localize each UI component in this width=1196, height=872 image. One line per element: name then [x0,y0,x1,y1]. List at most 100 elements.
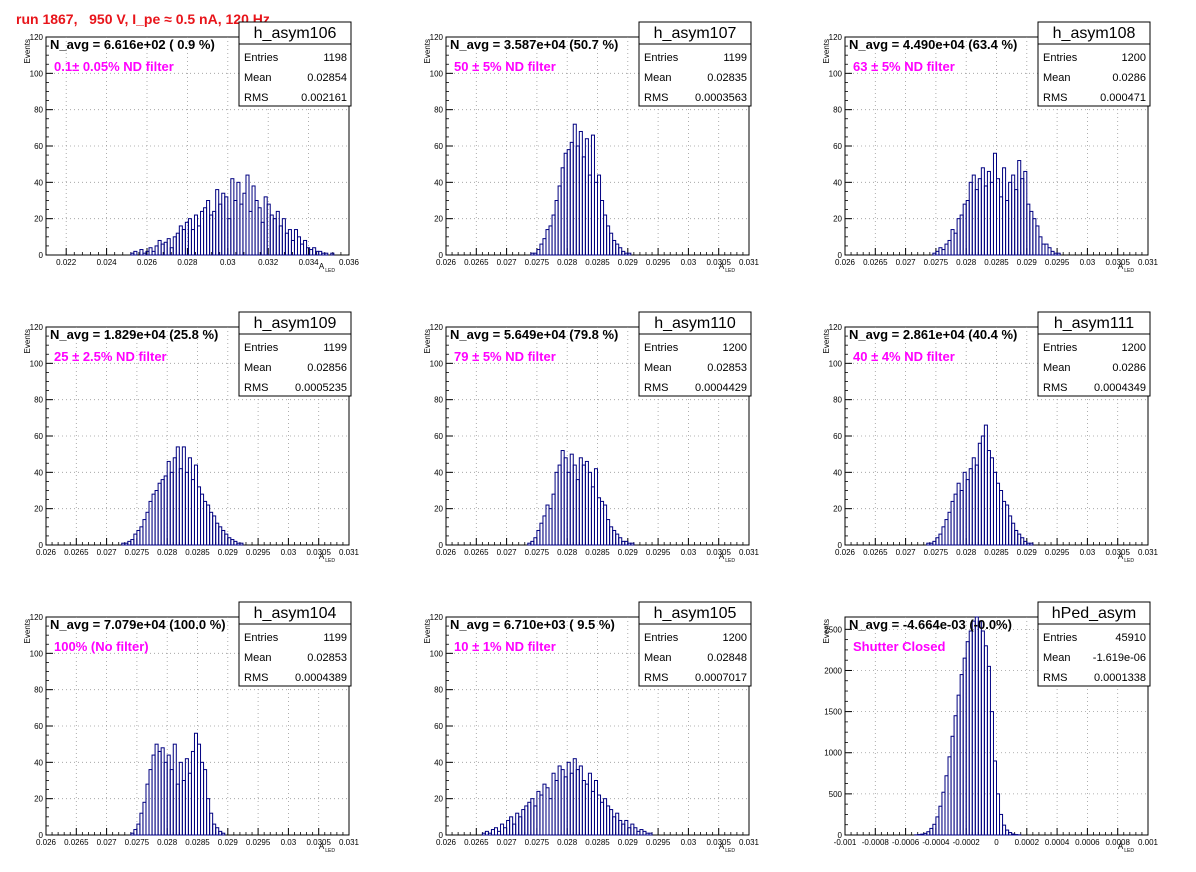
stats-title: h_asym108 [1053,25,1136,42]
y-tick-label: 20 [434,505,443,514]
y-tick-label: 80 [34,396,43,405]
stats-value: 0.0004349 [1094,382,1146,394]
y-tick-label: 120 [430,33,444,42]
y-tick-label: 40 [833,468,842,477]
x-axis-label-sub: LED [725,558,735,564]
x-tick-label: 0.028 [557,258,578,267]
x-tick-label: 0.0285 [185,838,210,847]
x-tick-label: 0.029 [618,838,639,847]
y-tick-label: 0 [39,541,44,550]
n-avg-label: N_avg = 1.829e+04 (25.8 %) [50,327,218,342]
x-tick-label: 0.026 [36,548,57,557]
x-tick-label: 0.0305 [706,838,731,847]
stats-key: Entries [1043,52,1078,64]
stats-value: 0.0005235 [295,382,347,394]
x-tick-label: 0.0275 [924,548,949,557]
y-tick-label: 120 [30,323,44,332]
stats-key: Entries [244,632,279,644]
y-tick-label: 0 [439,831,444,840]
stats-key: RMS [244,382,268,394]
stats-value: 1198 [323,52,347,64]
n-avg-label: N_avg = 2.861e+04 (40.4 %) [849,327,1017,342]
panel-h_asym109: 0.026 0.0265 0.027 0.0275 0.028 0.0285 0.029 0.… [23,311,360,564]
stats-key: Entries [244,52,279,64]
stats-key: Mean [1043,362,1071,374]
y-tick-label: 2000 [824,666,842,675]
y-axis-label: Events [23,39,32,63]
histogram-bars [914,616,1022,836]
x-tick-label: 0.0275 [924,258,949,267]
histogram-bin [330,252,335,256]
panel-h_asym110: 0.026 0.0265 0.027 0.0275 0.028 0.0285 0.029 0.… [423,311,760,564]
panel-h_asym105: 0.026 0.0265 0.027 0.0275 0.028 0.0285 0.029 0.… [423,601,760,854]
y-tick-label: 0 [439,251,444,260]
y-tick-label: 100 [829,69,843,78]
x-tick-label: 0.03 [681,838,697,847]
stats-key: Entries [1043,342,1078,354]
x-tick-label: 0.0006 [1075,838,1100,847]
y-tick-label: 20 [833,215,842,224]
x-tick-label: 0.0295 [1045,258,1070,267]
x-tick-label: 0.024 [97,258,118,267]
stats-value: 0.02835 [707,72,747,84]
stats-body-box [1037,43,1151,107]
histogram-bin [648,832,653,836]
x-tick-label: 0.0305 [306,548,331,557]
histogram-bin [324,252,329,256]
histogram-bars [121,446,244,546]
stats-body-box [238,623,352,687]
stats-value: 1200 [1122,342,1146,354]
y-axis-label: Events [423,39,432,63]
y-tick-label: 80 [434,106,443,115]
y-tick-label: 60 [34,722,43,731]
x-tick-label: 0.032 [258,258,279,267]
x-tick-label: 0.028 [557,548,578,557]
y-axis-label: Events [423,619,432,643]
x-tick-label: 0.027 [497,548,518,557]
panel-h_asym106: 0.022 0.024 0.026 0.028 0.03 0.032 0.034 0.036 0… [23,21,360,274]
x-tick-label: 0.0275 [525,838,550,847]
x-tick-label: 0.0285 [984,258,1009,267]
stats-value: -1.619e-06 [1093,652,1146,664]
y-tick-label: 100 [430,69,444,78]
y-tick-label: 0 [838,831,843,840]
stats-key: Mean [244,362,272,374]
x-tick-label: 0.03 [1080,258,1096,267]
n-avg-label: N_avg = 7.079e+04 (100.0 %) [50,617,226,632]
y-tick-label: 40 [833,178,842,187]
panel-h_asym108: 0.026 0.0265 0.027 0.0275 0.028 0.0285 0.029 0.… [822,21,1159,274]
panel-hPed_asym: -0.001 -0.0008 -0.0006 -0.0004 -0.0002 0 0.000… [822,601,1159,854]
n-avg-label: N_avg = 3.587e+04 (50.7 %) [450,37,618,52]
x-tick-label: 0.001 [1138,838,1159,847]
y-tick-label: 100 [829,359,843,368]
stats-value: 1200 [1122,52,1146,64]
stats-key: RMS [244,92,268,104]
x-tick-label: 0.03 [681,258,697,267]
stats-key: Entries [1043,632,1078,644]
x-axis-label-sub: LED [1124,848,1134,854]
x-tick-label: 0.03 [220,258,236,267]
stats-title: h_asym107 [654,25,737,42]
n-avg-label: N_avg = 5.649e+04 (79.8 %) [450,327,618,342]
x-tick-label: 0.031 [739,548,760,557]
filter-label: 50 ± 5% ND filter [454,59,556,74]
y-tick-label: 1500 [824,708,842,717]
y-tick-label: 20 [34,505,43,514]
x-tick-label: 0.027 [97,548,118,557]
x-tick-label: 0.0295 [646,838,671,847]
x-tick-label: 0.0305 [1105,548,1130,557]
x-tick-label: 0.028 [157,548,178,557]
stats-title: h_asym106 [254,25,337,42]
stats-value: 0.0004389 [295,672,347,684]
filter-label: 100% (No filter) [54,639,149,654]
x-tick-label: 0.022 [56,258,77,267]
histogram-bin [166,238,171,256]
y-tick-label: 40 [34,178,43,187]
histogram-bars [481,758,653,836]
y-tick-label: 80 [34,686,43,695]
x-tick-label: 0 [994,838,999,847]
stats-key: Entries [644,342,679,354]
x-axis-label-sub: LED [325,268,335,274]
x-tick-label: 0.031 [1138,548,1159,557]
y-tick-label: 0 [39,831,44,840]
